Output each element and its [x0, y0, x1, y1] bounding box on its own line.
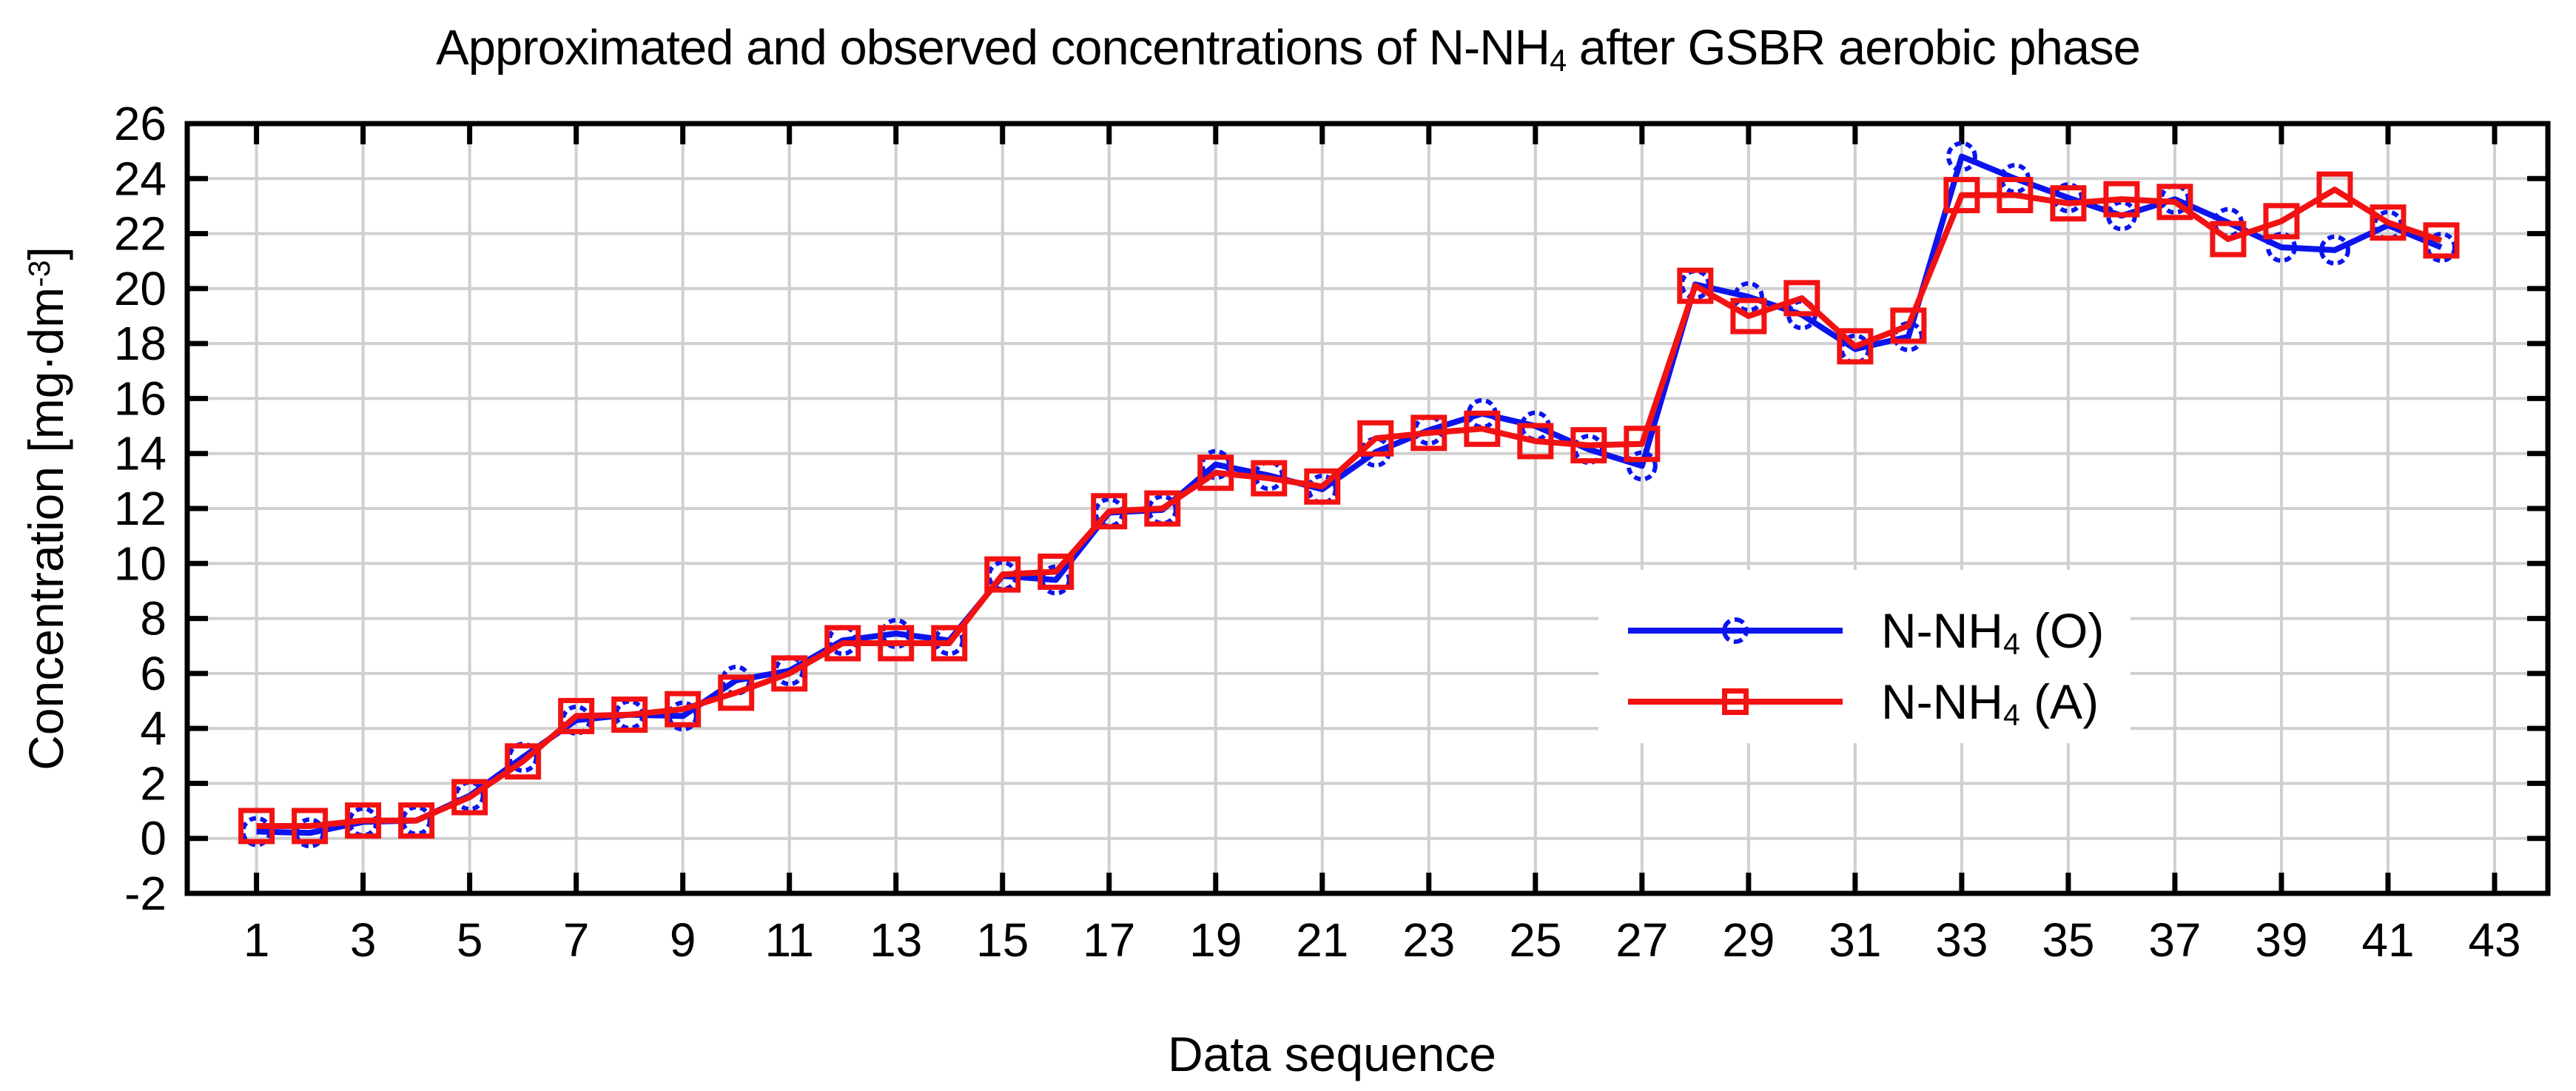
y-tick-label: 18 — [114, 317, 167, 370]
x-tick-label: 9 — [670, 913, 696, 967]
data-point-approximated — [1890, 307, 1927, 344]
data-point-approximated — [505, 743, 542, 780]
data-point-approximated — [292, 808, 329, 845]
data-point-approximated — [1038, 553, 1075, 590]
data-point-approximated — [345, 802, 382, 839]
data-point-observed — [1732, 281, 1764, 312]
x-tick-label: 35 — [2042, 913, 2094, 967]
data-point-approximated — [878, 625, 915, 662]
data-point-approximated — [1464, 410, 1501, 447]
data-point-observed — [2318, 234, 2350, 266]
y-tick-label: -2 — [124, 867, 167, 920]
data-point-approximated — [2156, 184, 2193, 221]
data-point-approximated — [824, 625, 861, 662]
data-point-approximated — [1783, 280, 1820, 317]
y-tick-label: 2 — [140, 756, 167, 810]
data-point-approximated — [398, 802, 435, 839]
data-point-approximated — [984, 556, 1021, 593]
data-point-approximated — [1517, 423, 1554, 460]
data-point-approximated — [611, 696, 648, 734]
x-tick-label: 11 — [764, 913, 813, 967]
y-tick-label: 10 — [114, 537, 167, 590]
x-tick-label: 21 — [1296, 913, 1348, 967]
legend-item-approximated: N-NH4 (A) — [1628, 671, 2104, 733]
data-point-approximated — [1570, 427, 1607, 464]
data-point-approximated — [1997, 177, 2034, 214]
chart-title: Approximated and observed concentrations… — [436, 20, 2141, 78]
y-tick-label: 14 — [114, 427, 167, 480]
data-point-approximated — [665, 691, 702, 728]
data-point-approximated — [1304, 468, 1341, 505]
y-tick-label: 12 — [114, 482, 167, 535]
x-tick-label: 5 — [457, 913, 483, 967]
data-point-approximated — [771, 655, 808, 692]
circle-marker-icon — [1628, 614, 1843, 647]
series-line-approximated — [256, 187, 2443, 829]
data-point-approximated — [1197, 454, 1234, 491]
x-tick-label: 41 — [2361, 913, 2414, 967]
data-point-observed — [1946, 141, 1977, 172]
data-point-approximated — [1677, 267, 1714, 304]
data-point-approximated — [2050, 185, 2087, 222]
data-point-approximated — [2103, 181, 2140, 218]
data-point-approximated — [2423, 222, 2460, 259]
data-point-approximated — [2263, 203, 2300, 240]
y-tick-label: 26 — [114, 97, 167, 150]
x-tick-label: 13 — [870, 913, 922, 967]
data-point-approximated — [558, 697, 595, 734]
data-point-approximated — [451, 779, 488, 816]
data-point-approximated — [1144, 490, 1181, 527]
x-tick-label: 3 — [350, 913, 377, 967]
x-tick-label: 19 — [1189, 913, 1242, 967]
y-tick-label: 20 — [114, 262, 167, 315]
y-tick-label: 22 — [114, 207, 167, 261]
y-tick-label: 6 — [140, 647, 167, 700]
legend: N-NH4 (O) N-NH4 (A) — [1598, 570, 2131, 743]
data-point-approximated — [931, 625, 968, 662]
x-tick-label: 15 — [976, 913, 1029, 967]
y-tick-label: 4 — [140, 702, 167, 755]
y-tick-label: 0 — [140, 812, 167, 865]
x-tick-label: 29 — [1722, 913, 1775, 967]
data-point-approximated — [2316, 171, 2353, 208]
legend-item-observed: N-NH4 (O) — [1628, 600, 2104, 662]
x-tick-label: 25 — [1509, 913, 1561, 967]
x-axis-title: Data sequence — [1168, 1027, 1496, 1081]
x-tick-label: 1 — [243, 913, 270, 967]
data-point-approximated — [2370, 204, 2407, 241]
data-point-observed — [1626, 450, 1658, 482]
y-tick-label: 24 — [114, 152, 167, 205]
data-point-approximated — [1410, 414, 1447, 451]
x-tick-label: 39 — [2255, 913, 2307, 967]
square-marker-icon — [1628, 685, 1843, 718]
data-point-approximated — [1091, 493, 1128, 530]
data-point-approximated — [1943, 177, 1980, 214]
data-point-approximated — [1730, 298, 1767, 335]
legend-label-approximated: N-NH4 (A) — [1881, 674, 2099, 732]
data-point-approximated — [238, 808, 275, 845]
x-tick-label: 7 — [563, 913, 590, 967]
data-point-approximated — [1357, 420, 1394, 457]
x-tick-label: 43 — [2468, 913, 2520, 967]
x-tick-label: 37 — [2148, 913, 2201, 967]
y-tick-label: 16 — [114, 372, 167, 425]
data-point-approximated — [1624, 426, 1661, 463]
data-point-approximated — [2210, 221, 2247, 258]
legend-label-observed: N-NH4 (O) — [1881, 603, 2105, 661]
data-point-approximated — [718, 674, 755, 711]
x-tick-label: 23 — [1402, 913, 1455, 967]
data-point-approximated — [1251, 460, 1288, 497]
x-tick-label: 33 — [1935, 913, 1988, 967]
data-point-approximated — [1837, 328, 1874, 365]
data-point-observed — [2265, 232, 2297, 263]
y-tick-label: 8 — [140, 592, 167, 645]
x-tick-label: 17 — [1083, 913, 1135, 967]
x-tick-label: 27 — [1615, 913, 1668, 967]
x-tick-label: 31 — [1829, 913, 1881, 967]
